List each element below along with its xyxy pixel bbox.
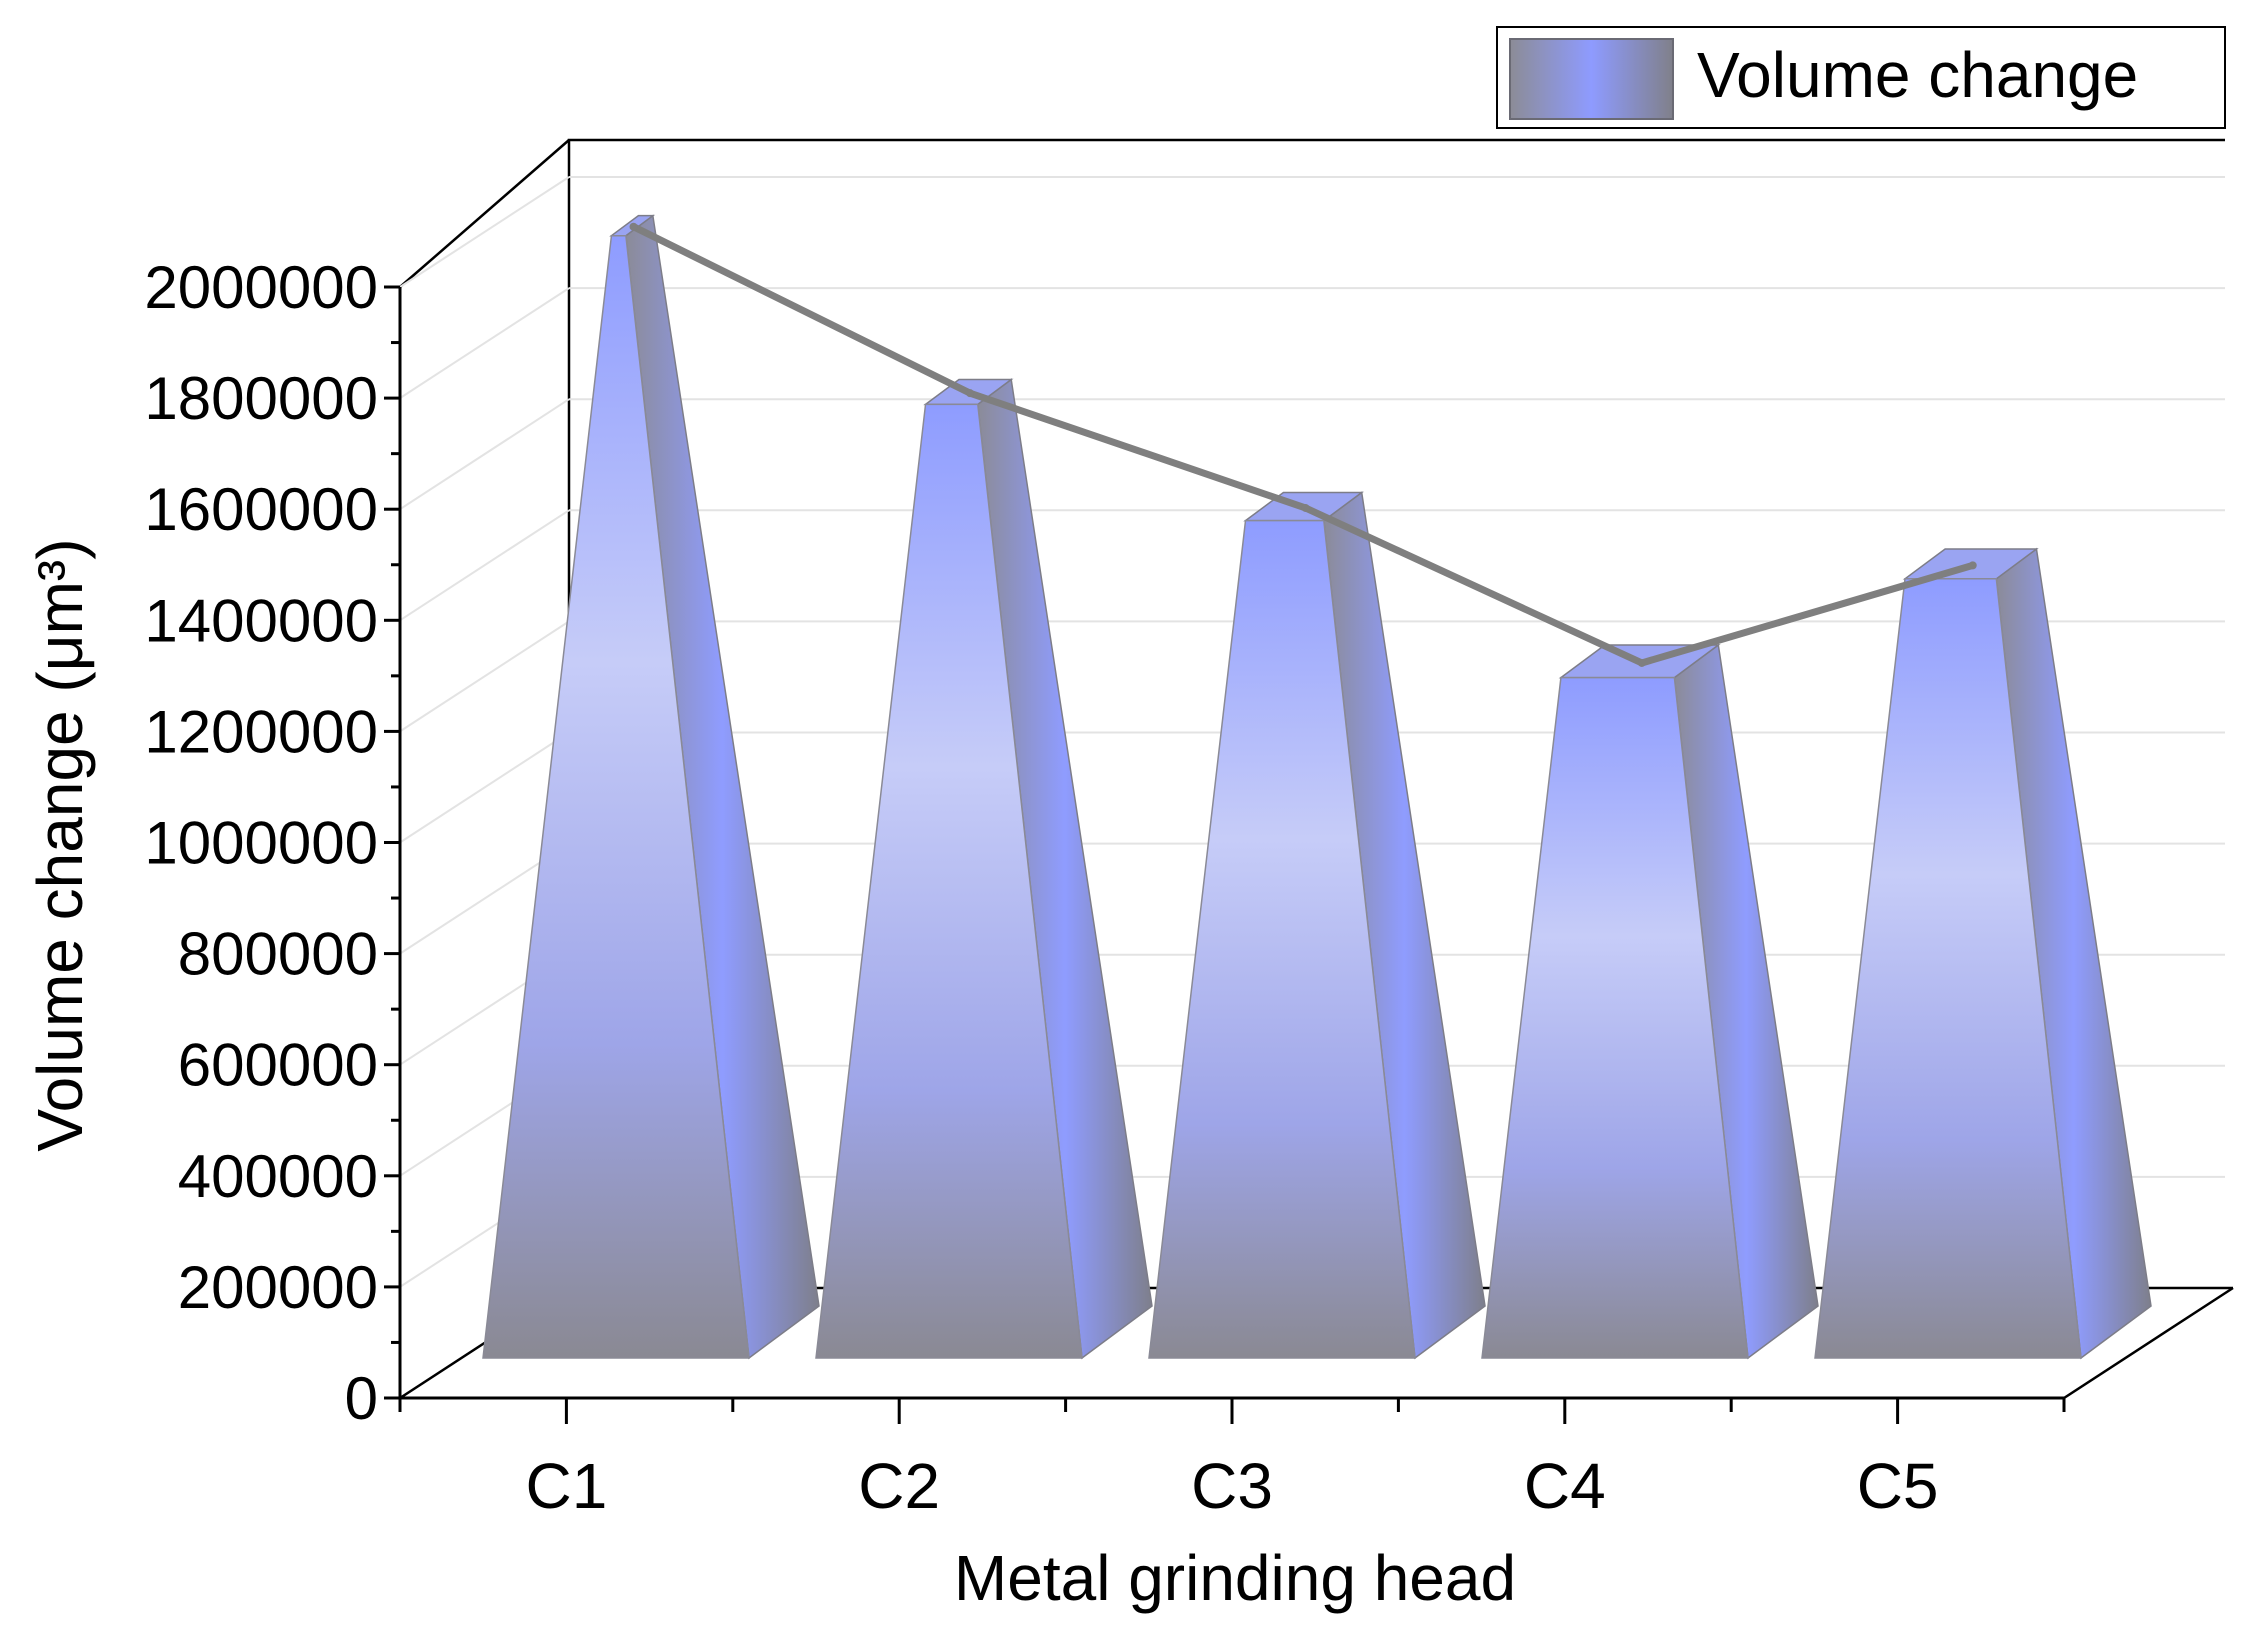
y-tick-label: 0 — [345, 1365, 378, 1432]
gridline-side — [399, 398, 570, 511]
bar-front-face — [815, 403, 1083, 1359]
y-tick-label: 1000000 — [144, 810, 378, 877]
x-tick-label: C4 — [1524, 1450, 1606, 1522]
trend-point — [966, 389, 975, 398]
y-tick-label: 2000000 — [144, 254, 378, 321]
gridline-side — [399, 509, 570, 622]
floor-right-edge — [2063, 1286, 2234, 1400]
bar-series — [482, 214, 2152, 1360]
y-tick-label: 1600000 — [144, 476, 378, 543]
gridline-side — [399, 731, 570, 844]
gridline-side — [399, 176, 570, 288]
gridline-side — [399, 620, 570, 733]
trend-point — [1968, 561, 1977, 570]
y-tick-label: 1400000 — [144, 587, 378, 654]
bar — [482, 214, 820, 1360]
legend-swatch — [1509, 38, 1674, 120]
x-tick-label: C5 — [1857, 1450, 1939, 1522]
y-tick-label: 400000 — [178, 1143, 378, 1210]
bar — [1481, 643, 1819, 1360]
bar — [815, 378, 1153, 1360]
y-tick-label: 1800000 — [144, 365, 378, 432]
x-tick-label: C1 — [525, 1450, 607, 1522]
gridline-side — [399, 287, 570, 399]
trend-point — [629, 222, 638, 231]
x-tick-label: C2 — [858, 1450, 940, 1522]
y-tick-label: 800000 — [178, 921, 378, 988]
bar — [1148, 491, 1486, 1360]
x-axis-title: Metal grinding head — [954, 1542, 1516, 1614]
legend-label: Volume change — [1697, 39, 2138, 111]
bar-front-face — [1481, 676, 1749, 1359]
bar-front-face — [482, 234, 750, 1359]
y-tick-label: 600000 — [178, 1032, 378, 1099]
y-axis-title: Volume change (μm³) — [24, 538, 96, 1151]
trend-point — [1301, 503, 1310, 512]
x-tick-label: C3 — [1191, 1450, 1273, 1522]
side-wall-top-edge — [399, 139, 570, 288]
y-tick-label: 1200000 — [144, 698, 378, 765]
y-tick-label: 200000 — [178, 1254, 378, 1321]
bar — [1814, 547, 2152, 1360]
x-axis: C1 C2 C3 C4 C5 — [398, 1396, 2066, 1522]
bar-front-face — [1814, 578, 2082, 1359]
trend-point — [1637, 658, 1646, 667]
y-axis: 0 200000 400000 600000 800000 1000000 1200000 1… — [144, 254, 402, 1432]
trend-line — [629, 222, 1977, 667]
legend: Volume change — [1496, 26, 2226, 129]
bar-front-face — [1148, 519, 1416, 1359]
